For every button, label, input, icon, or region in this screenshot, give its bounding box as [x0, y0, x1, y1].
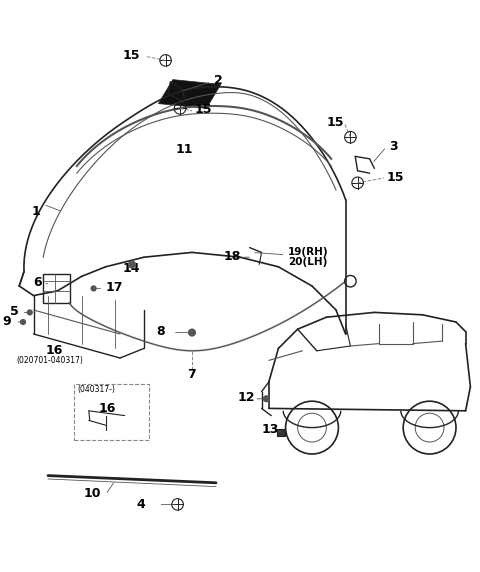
- Text: 19(RH): 19(RH): [288, 248, 329, 257]
- Circle shape: [189, 329, 195, 336]
- Circle shape: [21, 320, 25, 324]
- Text: 8: 8: [156, 325, 165, 338]
- Text: 15: 15: [194, 104, 212, 116]
- Text: 10: 10: [84, 487, 101, 500]
- Circle shape: [129, 261, 135, 268]
- Text: 11: 11: [175, 142, 192, 156]
- Text: 16: 16: [46, 344, 63, 358]
- Polygon shape: [158, 80, 221, 109]
- Text: (040317-): (040317-): [78, 384, 116, 394]
- Text: 15: 15: [386, 170, 404, 184]
- Text: 4: 4: [137, 498, 145, 511]
- Circle shape: [264, 396, 269, 402]
- Text: 20(LH): 20(LH): [288, 257, 327, 267]
- Text: 18: 18: [223, 250, 240, 263]
- Text: (020701-040317): (020701-040317): [17, 356, 84, 365]
- Text: 16: 16: [98, 402, 116, 415]
- Text: 1: 1: [31, 205, 40, 218]
- Text: 2: 2: [214, 74, 222, 87]
- Text: 17: 17: [106, 281, 123, 294]
- Text: 7: 7: [187, 368, 196, 382]
- Text: 5: 5: [10, 305, 18, 318]
- FancyBboxPatch shape: [277, 428, 285, 436]
- Circle shape: [91, 286, 96, 291]
- Text: 9: 9: [2, 315, 11, 328]
- Text: 12: 12: [238, 391, 255, 404]
- Text: 6: 6: [34, 276, 42, 289]
- Text: 14: 14: [122, 262, 140, 275]
- Circle shape: [27, 310, 32, 315]
- Text: 13: 13: [262, 423, 279, 435]
- Text: 3: 3: [389, 140, 397, 153]
- Text: 15: 15: [326, 116, 344, 129]
- Text: 15: 15: [122, 49, 140, 62]
